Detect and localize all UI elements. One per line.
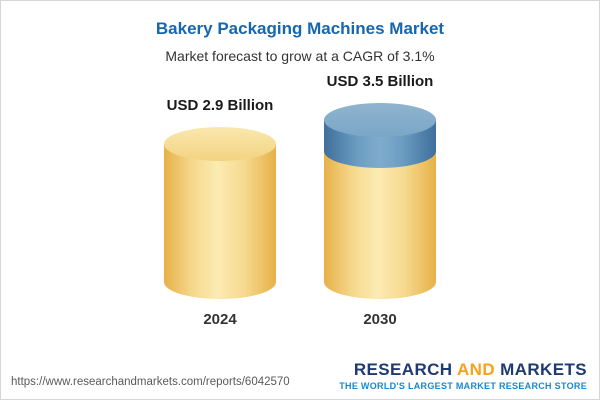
bar-2030-cylinder-body	[324, 151, 436, 299]
bar-2030-cylinder-top	[324, 103, 436, 137]
bar-2024-cylinder	[164, 127, 276, 299]
category-label-2024: 2024	[203, 311, 237, 328]
logo-word-markets: MARKETS	[500, 360, 587, 380]
logo-tagline: THE WORLD'S LARGEST MARKET RESEARCH STOR…	[339, 381, 587, 391]
chart-title: Bakery Packaging Machines Market	[155, 19, 445, 38]
chart-subtitle: Market forecast to grow at a CAGR of 3.1…	[165, 48, 435, 64]
category-label-2030: 2030	[363, 311, 397, 328]
logo-word-research: RESEARCH	[353, 360, 453, 380]
research-and-markets-logo: RESEARCH AND MARKETS THE WORLD'S LARGEST…	[339, 361, 587, 391]
bar-2024-cylinder-top	[164, 127, 276, 161]
bars-area: USD 2.9 Billion 2024 USD 3.5 Billion 203…	[1, 70, 599, 328]
bar-2024-value-label: USD 2.9 Billion	[166, 97, 274, 114]
bar-2030-cylinder	[324, 103, 436, 299]
bar-2030-value-label: USD 3.5 Billion	[326, 73, 434, 90]
chart-header: Bakery Packaging Machines Market Market …	[1, 19, 599, 64]
logo-wordmark: RESEARCH AND MARKETS	[339, 361, 587, 379]
source-url: https://www.researchandmarkets.com/repor…	[11, 376, 290, 388]
footer: https://www.researchandmarkets.com/repor…	[11, 361, 587, 391]
bar-2024-cylinder-body	[164, 144, 276, 299]
logo-word-and: AND	[456, 360, 496, 380]
bar-group-2030: USD 3.5 Billion 2030	[324, 73, 436, 328]
bar-group-2024: USD 2.9 Billion 2024	[164, 97, 276, 328]
